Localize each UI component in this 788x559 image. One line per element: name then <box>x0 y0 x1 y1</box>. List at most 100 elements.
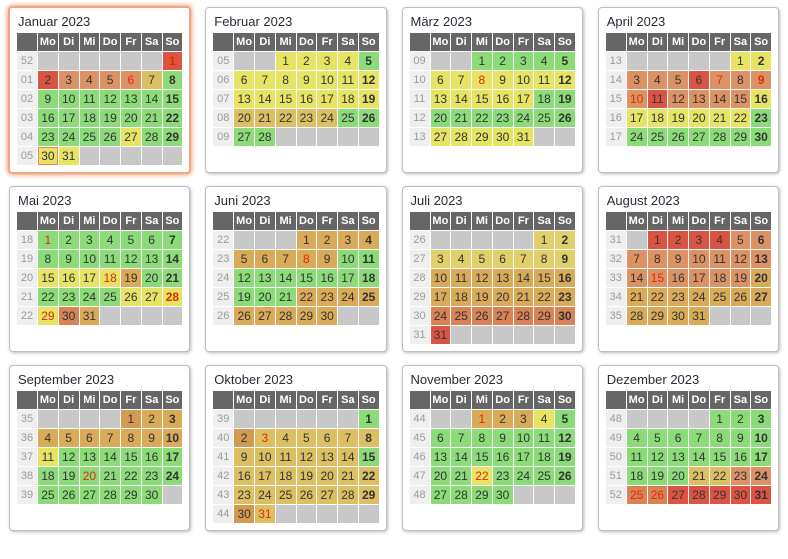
day-cell[interactable]: 27 <box>668 486 688 504</box>
day-cell[interactable]: 1 <box>162 52 183 70</box>
day-cell[interactable]: 31 <box>430 326 451 344</box>
day-cell[interactable]: 18 <box>709 269 730 287</box>
day-cell[interactable]: 29 <box>38 307 58 325</box>
day-cell[interactable]: 24 <box>162 467 183 485</box>
day-cell[interactable]: 20 <box>317 467 337 485</box>
day-cell[interactable]: 31 <box>751 486 771 504</box>
day-cell[interactable]: 23 <box>58 288 79 306</box>
day-cell[interactable]: 24 <box>338 288 358 306</box>
day-cell[interactable]: 30 <box>58 307 79 325</box>
day-cell[interactable]: 23 <box>492 467 513 485</box>
day-cell[interactable]: 5 <box>296 429 317 447</box>
day-cell[interactable]: 2 <box>668 231 688 249</box>
day-cell[interactable]: 6 <box>430 71 451 89</box>
day-cell[interactable]: 15 <box>472 448 492 466</box>
day-cell[interactable]: 9 <box>668 250 688 268</box>
day-cell[interactable]: 10 <box>162 429 183 447</box>
day-cell[interactable]: 9 <box>141 429 162 447</box>
day-cell[interactable]: 11 <box>38 448 58 466</box>
day-cell[interactable]: 17 <box>162 448 183 466</box>
day-cell[interactable]: 28 <box>709 128 730 146</box>
day-cell[interactable]: 25 <box>709 288 730 306</box>
day-cell[interactable]: 16 <box>492 90 513 108</box>
day-cell[interactable]: 22 <box>472 109 492 127</box>
day-cell[interactable]: 2 <box>492 410 513 428</box>
day-cell[interactable]: 5 <box>100 71 120 89</box>
day-cell[interactable]: 26 <box>555 109 575 127</box>
day-cell[interactable]: 23 <box>751 109 771 127</box>
day-cell[interactable]: 1 <box>472 410 492 428</box>
day-cell[interactable]: 29 <box>647 307 668 325</box>
day-cell[interactable]: 31 <box>79 307 100 325</box>
day-cell[interactable]: 29 <box>472 486 492 504</box>
day-cell[interactable]: 27 <box>689 128 709 146</box>
day-cell[interactable]: 15 <box>534 269 554 287</box>
day-cell[interactable]: 5 <box>472 250 492 268</box>
day-cell[interactable]: 3 <box>255 429 275 447</box>
day-cell[interactable]: 27 <box>317 486 337 504</box>
day-cell[interactable]: 7 <box>275 250 296 268</box>
day-cell[interactable]: 13 <box>234 90 254 108</box>
day-cell[interactable]: 6 <box>430 429 451 447</box>
day-cell[interactable]: 9 <box>234 448 254 466</box>
day-cell[interactable]: 17 <box>513 90 534 108</box>
day-cell[interactable]: 1 <box>358 410 379 428</box>
day-cell[interactable]: 4 <box>338 52 358 70</box>
day-cell[interactable]: 13 <box>141 250 162 268</box>
day-cell[interactable]: 24 <box>513 467 534 485</box>
day-cell[interactable]: 26 <box>730 288 751 306</box>
day-cell[interactable]: 16 <box>38 109 58 127</box>
day-cell[interactable]: 17 <box>79 269 100 287</box>
day-cell[interactable]: 12 <box>58 448 79 466</box>
day-cell[interactable]: 24 <box>626 128 647 146</box>
day-cell[interactable]: 7 <box>100 429 120 447</box>
day-cell[interactable]: 5 <box>668 71 688 89</box>
day-cell[interactable]: 24 <box>255 486 275 504</box>
day-cell[interactable]: 22 <box>162 109 183 127</box>
day-cell[interactable]: 17 <box>751 448 771 466</box>
day-cell[interactable]: 18 <box>338 90 358 108</box>
day-cell[interactable]: 17 <box>626 109 647 127</box>
day-cell[interactable]: 27 <box>234 128 254 146</box>
day-cell[interactable]: 4 <box>451 250 471 268</box>
day-cell[interactable]: 21 <box>141 109 162 127</box>
day-cell[interactable]: 21 <box>709 109 730 127</box>
day-cell[interactable]: 4 <box>534 52 554 70</box>
day-cell[interactable]: 2 <box>317 231 337 249</box>
day-cell[interactable]: 17 <box>430 288 451 306</box>
day-cell[interactable]: 3 <box>626 71 647 89</box>
day-cell[interactable]: 13 <box>430 448 451 466</box>
day-cell[interactable]: 12 <box>100 90 120 108</box>
day-cell[interactable]: 14 <box>100 448 120 466</box>
day-cell[interactable]: 6 <box>79 429 100 447</box>
day-cell[interactable]: 10 <box>317 71 337 89</box>
day-cell[interactable]: 4 <box>275 429 296 447</box>
day-cell[interactable]: 19 <box>668 109 688 127</box>
day-cell[interactable]: 10 <box>79 250 100 268</box>
day-cell[interactable]: 25 <box>534 467 554 485</box>
day-cell[interactable]: 8 <box>534 250 554 268</box>
day-cell[interactable]: 9 <box>492 71 513 89</box>
day-cell[interactable]: 15 <box>38 269 58 287</box>
day-cell[interactable]: 8 <box>709 429 730 447</box>
day-cell[interactable]: 3 <box>751 410 771 428</box>
day-cell[interactable]: 7 <box>162 231 183 249</box>
day-cell[interactable]: 16 <box>58 269 79 287</box>
day-cell[interactable]: 5 <box>58 429 79 447</box>
day-cell[interactable]: 22 <box>709 467 730 485</box>
day-cell[interactable]: 9 <box>492 429 513 447</box>
day-cell[interactable]: 3 <box>79 231 100 249</box>
day-cell[interactable]: 14 <box>709 90 730 108</box>
day-cell[interactable]: 19 <box>358 90 379 108</box>
day-cell[interactable]: 12 <box>555 71 575 89</box>
day-cell[interactable]: 18 <box>275 467 296 485</box>
day-cell[interactable]: 8 <box>730 71 751 89</box>
day-cell[interactable]: 27 <box>255 307 275 325</box>
day-cell[interactable]: 12 <box>296 448 317 466</box>
day-cell[interactable]: 21 <box>513 288 534 306</box>
day-cell[interactable]: 21 <box>338 467 358 485</box>
day-cell[interactable]: 18 <box>38 467 58 485</box>
day-cell[interactable]: 11 <box>275 448 296 466</box>
day-cell[interactable]: 18 <box>451 288 471 306</box>
day-cell[interactable]: 14 <box>141 90 162 108</box>
